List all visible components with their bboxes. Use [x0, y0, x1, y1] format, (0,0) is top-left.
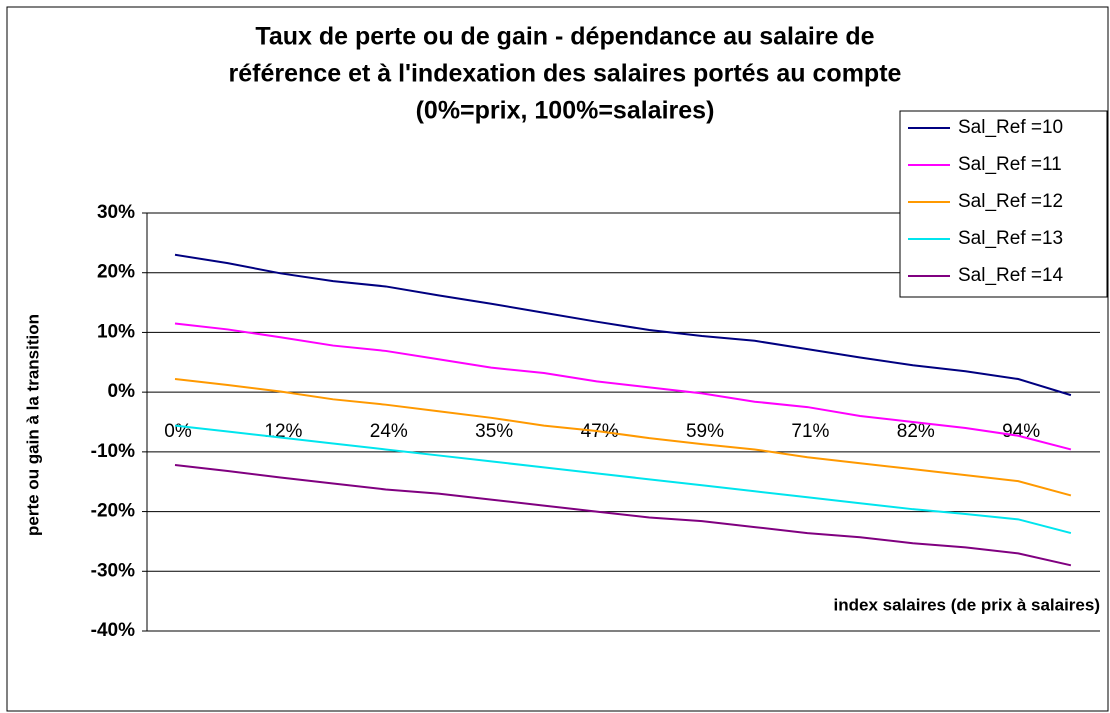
chart-title: Taux de perte ou de gain - dépendance au…: [255, 23, 874, 51]
y-tick-label: 30%: [97, 202, 135, 223]
x-axis-title: index salaires (de prix à salaires): [834, 595, 1100, 614]
legend-label: Sal_Ref =13: [958, 228, 1063, 249]
y-tick-label: -10%: [91, 441, 135, 462]
chart-title: référence et à l'indexation des salaires…: [229, 60, 902, 88]
series-line: [174, 253, 1072, 397]
x-tick-label: 24%: [370, 421, 408, 442]
series-line: [174, 322, 1072, 451]
series-line: [174, 424, 1072, 535]
x-tick-label: 94%: [1002, 421, 1040, 442]
legend-label: Sal_Ref =12: [958, 191, 1063, 212]
legend-label: Sal_Ref =10: [958, 117, 1063, 138]
y-tick-label: -30%: [91, 560, 135, 581]
series-line: [174, 378, 1072, 497]
series-line: [174, 464, 1072, 567]
y-tick-label: -20%: [91, 501, 135, 522]
x-tick-label: 0%: [164, 421, 192, 442]
legend-label: Sal_Ref =14: [958, 265, 1064, 286]
legend-box: [899, 110, 1108, 298]
y-tick-label: 0%: [108, 381, 136, 402]
y-tick-label: -40%: [91, 620, 135, 641]
x-tick-label: 82%: [897, 421, 935, 442]
x-tick-label: 71%: [791, 421, 829, 442]
x-tick-label: 59%: [686, 421, 724, 442]
x-tick-label: 35%: [475, 421, 513, 442]
y-axis-title: perte ou gain à la transition: [23, 314, 42, 536]
y-tick-label: 20%: [97, 262, 135, 283]
y-tick-label: 10%: [97, 321, 135, 342]
legend-label: Sal_Ref =11: [958, 154, 1062, 175]
chart-title: (0%=prix, 100%=salaires): [416, 97, 715, 125]
